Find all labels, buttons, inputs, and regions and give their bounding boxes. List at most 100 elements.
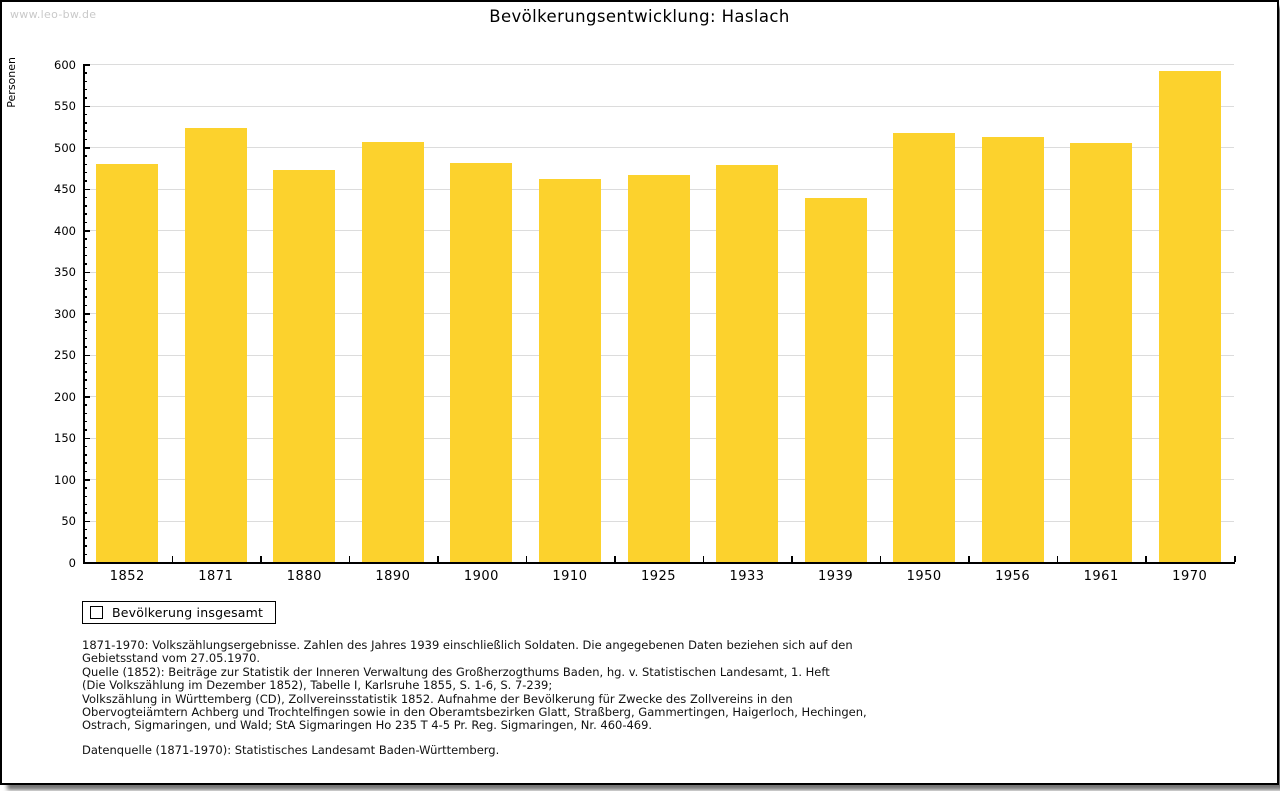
- x-tick-label: 1890: [375, 569, 411, 584]
- x-tick-label: 1970: [1172, 569, 1208, 584]
- x-boundary-tick: [1234, 556, 1236, 562]
- bar-1852: [96, 163, 159, 562]
- y-minor-tick: [83, 163, 87, 166]
- x-boundary-tick: [525, 556, 528, 562]
- bar-1956: [981, 137, 1044, 562]
- x-tick-label: 1852: [109, 569, 145, 584]
- bar-1871: [184, 127, 247, 562]
- y-major-tick: [83, 313, 90, 315]
- y-tick-label: 100: [54, 472, 76, 487]
- y-minor-tick: [83, 387, 87, 390]
- y-major-tick: [83, 520, 90, 522]
- chart-title: Bevölkerungsentwicklung: Haslach: [489, 7, 790, 26]
- y-major-tick: [83, 147, 90, 149]
- x-tick-label: 1900: [463, 569, 499, 584]
- x-boundary-tick: [437, 556, 439, 562]
- bar-1939: [804, 197, 867, 562]
- y-minor-tick: [83, 296, 87, 298]
- x-tick-label: 1880: [286, 569, 322, 584]
- y-major-tick: [83, 105, 90, 107]
- y-tick-label: 500: [54, 140, 76, 155]
- y-minor-tick: [83, 545, 87, 547]
- y-minor-tick: [83, 379, 87, 381]
- bar-1925: [627, 175, 690, 562]
- y-major-tick: [83, 562, 90, 564]
- y-minor-tick: [83, 238, 87, 240]
- x-boundary-tick: [1056, 556, 1059, 562]
- y-tick-label: 600: [54, 57, 76, 72]
- x-boundary-tick: [702, 556, 705, 562]
- y-minor-tick: [83, 263, 87, 265]
- y-minor-tick: [83, 180, 87, 182]
- x-boundary-tick: [171, 556, 174, 562]
- y-major-tick: [83, 396, 90, 398]
- bar-1950: [893, 132, 956, 562]
- y-minor-tick: [83, 72, 87, 74]
- y-minor-tick: [83, 329, 87, 332]
- y-minor-tick: [83, 445, 87, 448]
- footnote-line: Obervogteiämtern Achberg und Trochtelfin…: [82, 705, 867, 720]
- x-boundary-tick: [879, 556, 882, 562]
- x-boundary-tick: [260, 556, 262, 562]
- y-minor-tick: [83, 503, 87, 506]
- x-tick-label: 1871: [198, 569, 234, 584]
- y-minor-tick: [83, 171, 87, 174]
- gridline: [83, 64, 1234, 65]
- y-tick-label: 200: [54, 389, 76, 404]
- y-major-tick: [83, 230, 90, 232]
- y-minor-tick: [83, 321, 87, 323]
- legend: Bevölkerung insgesamt: [82, 601, 277, 624]
- footnote-line: Volkszählung in Württemberg (CD), Zollve…: [82, 691, 793, 706]
- y-minor-tick: [83, 288, 87, 290]
- y-minor-tick: [83, 420, 87, 423]
- y-major-tick: [83, 354, 90, 356]
- y-minor-tick: [83, 254, 87, 257]
- y-minor-tick: [83, 138, 87, 141]
- y-minor-tick: [83, 470, 87, 473]
- y-minor-tick: [83, 246, 87, 249]
- y-minor-tick: [83, 495, 87, 498]
- y-minor-tick: [83, 130, 87, 132]
- y-minor-tick: [83, 196, 87, 199]
- y-minor-tick: [83, 213, 87, 215]
- y-tick-label: 250: [54, 348, 76, 362]
- y-tick-label: 450: [54, 182, 76, 196]
- y-tick-label: 50: [61, 514, 76, 528]
- y-minor-tick: [83, 371, 87, 373]
- footnote-line: Gebietsstand vom 27.05.1970.: [82, 651, 261, 666]
- footnote-line: Quelle (1852): Beiträge zur Statistik de…: [82, 664, 830, 679]
- y-minor-tick: [83, 429, 87, 431]
- bar-1910: [538, 178, 601, 562]
- y-minor-tick: [83, 205, 87, 207]
- y-minor-tick: [83, 279, 87, 282]
- x-axis-line: [83, 562, 1235, 564]
- y-major-tick: [83, 271, 90, 273]
- y-minor-tick: [83, 404, 87, 406]
- y-major-tick: [83, 64, 90, 66]
- x-boundary-tick: [968, 556, 970, 562]
- y-minor-tick: [83, 346, 87, 348]
- y-major-tick: [83, 479, 90, 481]
- footnotes: 1871-1970: Volkszählungsergebnisse. Zahl…: [82, 638, 867, 733]
- x-boundary-tick: [1145, 556, 1147, 562]
- y-minor-tick: [83, 304, 87, 307]
- x-tick-label: 1933: [729, 569, 765, 584]
- watermark: www.leo-bw.de: [10, 8, 97, 21]
- bar-1970: [1158, 70, 1221, 562]
- x-tick-label: 1925: [640, 569, 677, 584]
- datasource-line: Datenquelle (1871-1970): Statistisches L…: [82, 743, 500, 757]
- y-minor-tick: [83, 512, 87, 514]
- gridline: [83, 147, 1234, 148]
- y-minor-tick: [83, 113, 87, 116]
- legend-label: Bevölkerung insgesamt: [112, 605, 264, 620]
- y-minor-tick: [83, 337, 87, 340]
- y-tick-label: 150: [54, 431, 76, 445]
- bar-1880: [273, 170, 336, 562]
- footnote-line: 1871-1970: Volkszählungsergebnisse. Zahl…: [82, 638, 853, 652]
- bar-1900: [450, 162, 513, 562]
- y-tick-label: 550: [54, 99, 76, 113]
- x-boundary-tick: [348, 556, 351, 562]
- bar-1933: [716, 165, 779, 562]
- x-tick-label: 1950: [906, 569, 942, 584]
- footnote-line: Ostrach, Sigmaringen, und Wald; StA Sigm…: [82, 718, 653, 733]
